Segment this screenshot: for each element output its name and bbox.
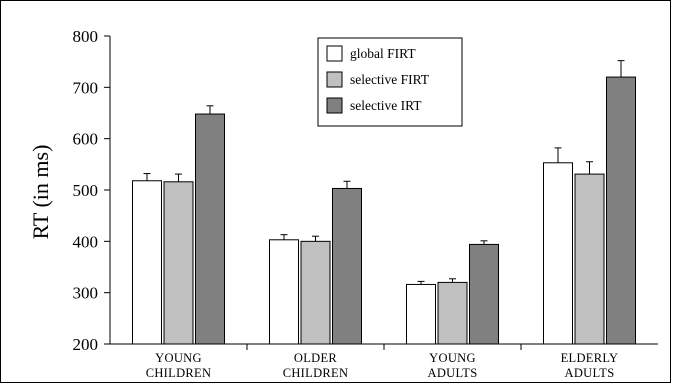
bar xyxy=(606,76,636,345)
y-tick-label: 700 xyxy=(73,78,99,97)
x-category-label-line: ADULTS xyxy=(565,366,615,380)
x-category-label: YOUNG CHILDREN xyxy=(146,351,212,380)
y-tick-label: 200 xyxy=(73,335,99,354)
bar xyxy=(332,187,362,345)
legend-label: global FIRT xyxy=(350,46,416,61)
bar xyxy=(437,281,468,345)
x-category-label-line: YOUNG xyxy=(429,351,476,365)
bar xyxy=(163,181,194,345)
y-tick-label: 800 xyxy=(73,27,99,46)
x-category-label: ELDERLY ADULTS xyxy=(561,351,619,380)
y-tick-label: 300 xyxy=(73,284,99,303)
x-category-label-line: CHILDREN xyxy=(146,366,212,380)
x-category-label-line: ELDERLY xyxy=(561,351,619,365)
bars-group xyxy=(132,60,636,345)
bar xyxy=(195,113,225,345)
x-category-label-line: CHILDREN xyxy=(283,366,349,380)
x-category-label: YOUNG ADULTS xyxy=(428,351,478,380)
legend-label: selective FIRT xyxy=(350,72,430,87)
x-category-label-line: OLDER xyxy=(294,351,338,365)
bar xyxy=(406,283,436,345)
bar xyxy=(543,162,573,345)
bar xyxy=(132,180,162,345)
legend-swatch xyxy=(326,97,343,114)
y-tick-label: 400 xyxy=(73,232,99,251)
bar xyxy=(574,173,605,345)
y-tick-label: 600 xyxy=(73,130,99,149)
bar xyxy=(269,239,299,345)
y-axis-label: RT (in ms) xyxy=(28,145,53,240)
legend: global FIRT selective FIRT selective IRT xyxy=(317,37,463,127)
bar xyxy=(300,240,331,345)
x-category-label-line: ADULTS xyxy=(428,366,478,380)
legend-label: selective IRT xyxy=(350,98,422,113)
legend-swatch xyxy=(326,45,343,62)
legend-swatch xyxy=(326,71,343,88)
y-tick-label: 500 xyxy=(73,181,99,200)
x-category-label: OLDER CHILDREN xyxy=(283,351,349,380)
bar xyxy=(469,243,499,345)
x-category-label-line: YOUNG xyxy=(155,351,202,365)
